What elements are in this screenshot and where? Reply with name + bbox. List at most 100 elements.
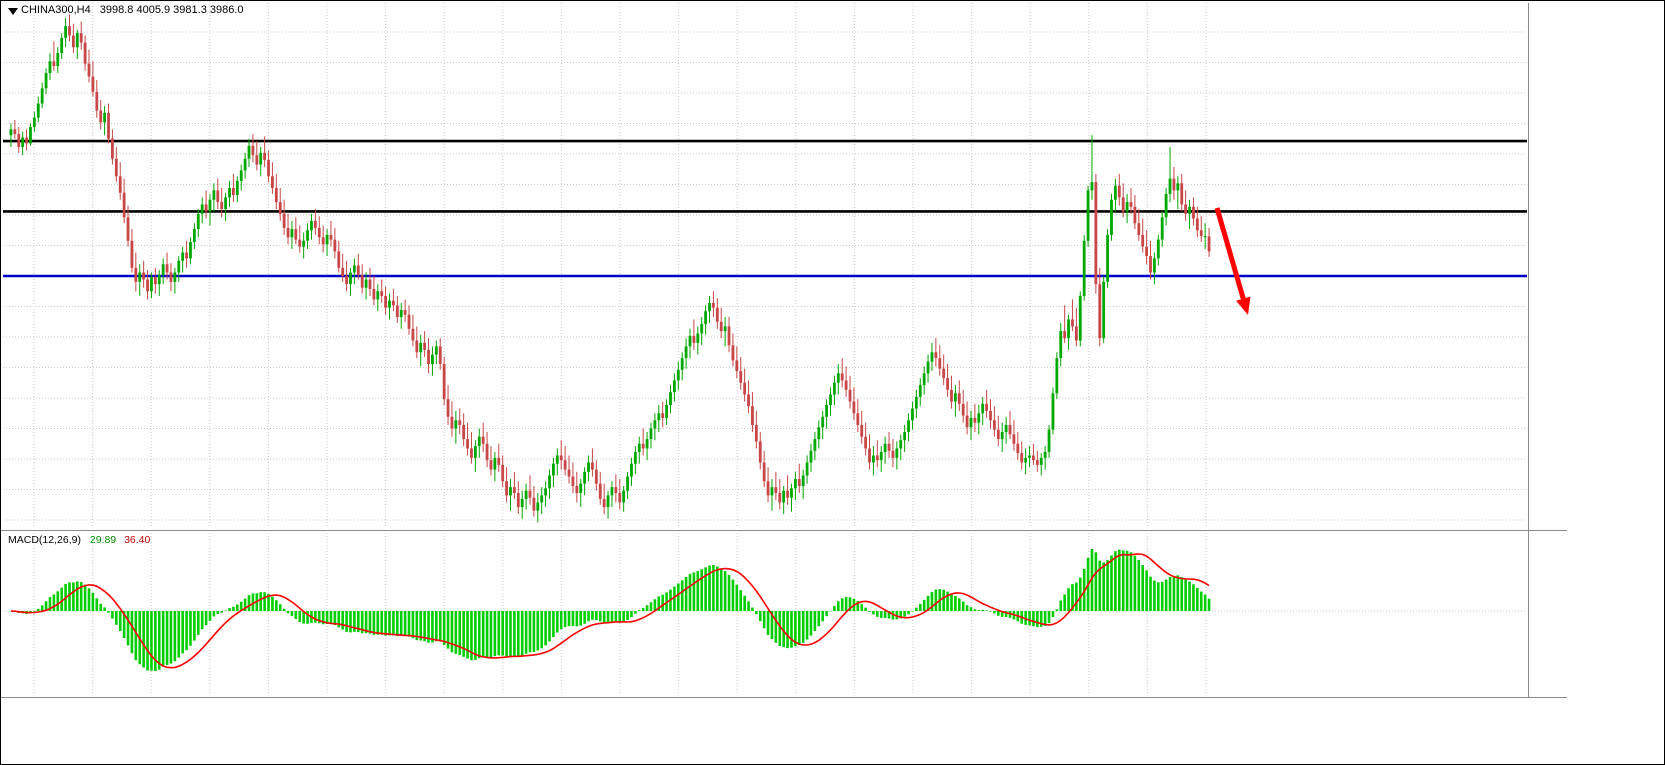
candle-body [747,394,750,407]
macd-histogram-bar [1137,559,1141,611]
candle-body [786,490,789,498]
candle-body [446,399,450,417]
candle-body [185,252,188,259]
macd-histogram-bar [1094,552,1098,611]
macd-histogram-bar [1145,570,1148,611]
candle-body [1168,178,1172,194]
candle-body [329,234,333,240]
candle-body [1113,185,1117,200]
candle-body [224,197,227,210]
macd-histogram-bar [95,598,99,611]
candle-body [427,349,430,364]
macd-histogram-bar [193,611,196,641]
candle-body [146,279,149,292]
candle-body [13,129,17,135]
candle-body [942,368,946,379]
candle-body [579,483,583,494]
macd-histogram-bar [1051,611,1055,618]
macd-histogram-bar [661,594,664,611]
candle-body [122,192,126,218]
macd-histogram-bar [200,611,204,630]
trend-arrow-head[interactable] [1236,296,1251,315]
macd-histogram-bar [458,611,462,656]
time-axis[interactable]: 11 Apr 202317 Apr 05:0021 Apr 05:0027 Ap… [1,698,1567,722]
candle-body [524,490,528,499]
candle-body [938,358,942,369]
candle-body [844,380,848,390]
macd-histogram-bar [505,611,508,657]
candle-body [887,443,891,451]
candle-body [922,373,926,386]
macd-histogram-bar [204,611,208,626]
macd-histogram-bar [719,569,723,611]
candle-body [368,279,372,289]
candle-body [153,277,157,285]
candle-body [1039,457,1043,465]
macd-histogram-bar [1063,594,1066,611]
candle-body [333,239,337,252]
candle-body [641,443,645,449]
candle-body [1106,234,1109,282]
candle-body [142,272,146,280]
candle-body [302,240,306,247]
macd-histogram-bar [915,607,918,611]
candle-body [875,455,879,461]
candle-body [114,158,118,177]
macd-histogram-bar [372,611,376,635]
macd-histogram-bar [329,611,333,625]
candle-body [512,487,516,494]
candle-body [532,497,536,511]
macd-histogram-bar [829,611,832,612]
macd-histogram-bar [1184,579,1187,611]
candle-body [774,487,778,494]
macd-histogram-bar [1160,581,1164,611]
candle-body [337,251,341,268]
price-axis[interactable]: 4173.04147.04121.04095.04069.04043.04017… [1528,1,1598,723]
candle-body [930,352,934,362]
candle-body [255,155,259,165]
macd-histogram-bar [696,570,700,611]
macd-histogram-bar [556,611,559,633]
trend-arrow-shaft[interactable] [1214,207,1246,300]
macd-histogram-bar [805,611,809,640]
macd-histogram-bar [403,611,407,636]
macd-histogram-bar [782,611,785,648]
macd-histogram-bar [825,611,828,617]
macd-histogram-bar [856,601,860,611]
macd-histogram-bar [259,592,263,611]
macd-histogram-bar [1125,550,1129,611]
candle-body [235,180,239,196]
macd-histogram-bar [1067,588,1070,611]
candle-body [1012,434,1016,444]
macd-histogram-bar [528,611,532,653]
macd-histogram-bar [684,577,688,611]
macd-histogram-bar [438,611,442,642]
candle-body [415,340,419,353]
macd-histogram-bar [516,611,520,657]
symbol-dropdown-icon[interactable] [8,8,18,15]
macd-histogram-bar [571,611,575,626]
macd-histogram-bar [1098,560,1102,611]
candle-body [790,488,793,498]
macd-histogram-bar [185,611,188,651]
macd-histogram-bar [146,611,149,671]
candle-body [899,440,903,449]
candle-body [349,272,352,285]
candle-body [157,274,161,285]
candle-body [1176,183,1180,191]
macd-histogram-bar [774,611,778,643]
macd-histogram-bar [614,611,618,623]
macd-histogram-bar [126,611,130,646]
candle-body [953,393,957,402]
macd-histogram-bar [286,611,290,614]
candle-body [957,393,961,404]
macd-histogram-bar [1168,576,1172,611]
candle-body [458,420,462,425]
macd-histogram-bar [844,597,848,611]
candle-body [454,420,458,429]
macd-histogram-bar [520,611,524,656]
macd-histogram-bar [961,601,965,611]
candle-body [540,495,544,503]
